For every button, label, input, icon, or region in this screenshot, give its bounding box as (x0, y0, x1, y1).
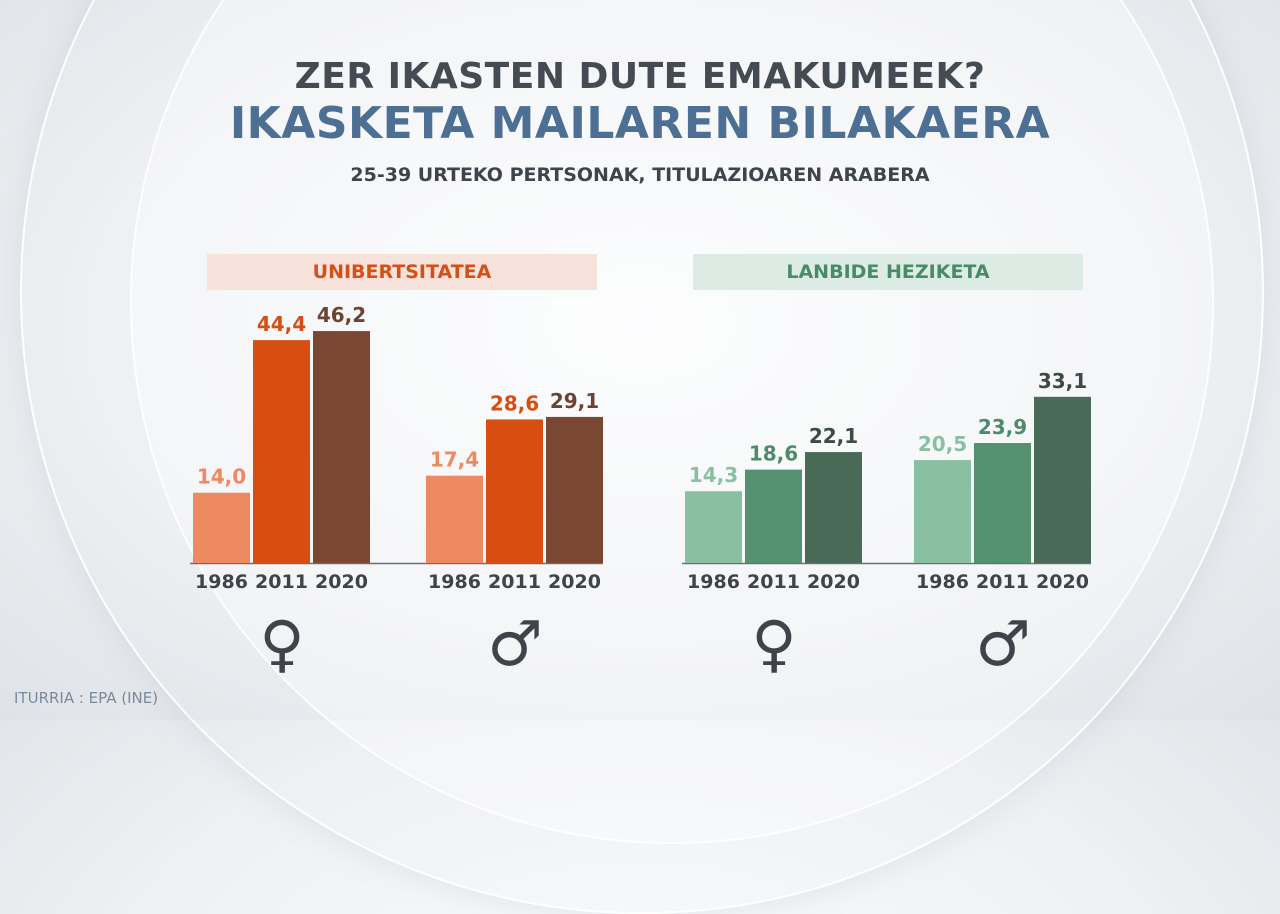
year-tick-label: 2020 (548, 571, 601, 593)
female-symbol-icon: ♀ (751, 607, 796, 680)
bar-1986 (685, 491, 742, 563)
bar-chart: 14,0 1986 44,4 2011 46,2 2020 ♀ 17,4 1986 28,6 201… (190, 303, 1091, 680)
bar-2020 (1034, 396, 1091, 563)
bar-2020 (546, 416, 603, 563)
year-tick-label: 2011 (255, 571, 308, 593)
bar-1986 (914, 460, 971, 563)
data-label: 29,1 (550, 389, 599, 413)
data-label: 22,1 (809, 424, 858, 448)
data-label: 18,6 (749, 442, 798, 466)
female-symbol-icon: ♀ (259, 607, 304, 680)
year-tick-label: 2020 (807, 571, 860, 593)
year-tick-label: 1986 (195, 571, 248, 593)
bar-1986 (193, 492, 250, 563)
year-tick-label: 2011 (747, 571, 800, 593)
year-tick-label: 2020 (1036, 571, 1089, 593)
year-tick-label: 1986 (916, 571, 969, 593)
panel-header-vocational: LANBIDE HEZIKETA (693, 254, 1083, 290)
year-tick-label: 2020 (315, 571, 368, 593)
data-label: 14,0 (197, 465, 246, 489)
data-label: 23,9 (978, 415, 1027, 439)
bar-2011 (486, 419, 543, 563)
year-tick-label: 2011 (488, 571, 541, 593)
page-subtitle: 25-39 URTEKO PERTSONAK, TITULAZIOAREN AR… (350, 164, 930, 186)
bar-1986 (426, 475, 483, 563)
data-label: 44,4 (257, 312, 306, 336)
year-tick-label: 1986 (687, 571, 740, 593)
male-symbol-icon: ♂ (975, 607, 1031, 680)
data-label: 17,4 (430, 448, 479, 472)
year-tick-label: 2011 (976, 571, 1029, 593)
data-label: 33,1 (1038, 369, 1087, 393)
bar-2020 (805, 452, 862, 563)
data-label: 20,5 (918, 432, 967, 456)
data-label: 46,2 (317, 303, 366, 327)
bar-2020 (313, 331, 370, 563)
bar-2011 (253, 340, 310, 563)
data-label: 28,6 (490, 391, 539, 415)
year-tick-label: 1986 (428, 571, 481, 593)
data-label: 14,3 (689, 463, 738, 487)
panel-header-university: UNIBERTSITATEA (207, 254, 597, 290)
bar-2011 (745, 469, 802, 563)
page-headline: IKASKETA MAILAREN BILAKAERA (229, 98, 1051, 149)
source-note: ITURRIA : EPA (INE) (14, 689, 159, 707)
page-title: ZER IKASTEN DUTE EMAKUMEEK? (294, 56, 986, 97)
male-symbol-icon: ♂ (487, 607, 543, 680)
bar-2011 (974, 443, 1031, 563)
